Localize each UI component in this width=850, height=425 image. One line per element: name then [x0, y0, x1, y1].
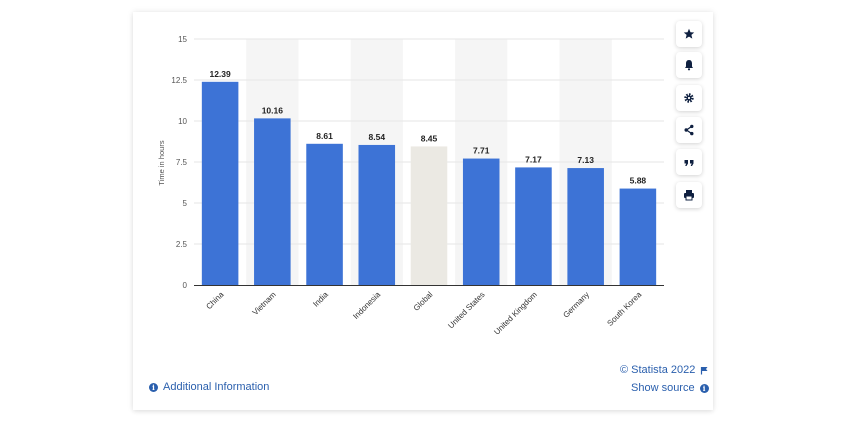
info-icon: i — [149, 382, 158, 392]
bar-germany[interactable] — [567, 168, 604, 285]
bar-vietnam[interactable] — [254, 118, 291, 285]
cite-button[interactable] — [676, 149, 702, 175]
y-tick-label: 12.5 — [171, 76, 187, 85]
value-label: 10.16 — [262, 105, 284, 115]
gear-icon — [684, 93, 694, 103]
bar-indonesia[interactable] — [358, 144, 396, 285]
show-source-label: Show source — [631, 382, 695, 394]
value-label: 8.61 — [316, 131, 333, 141]
favorite-button[interactable] — [676, 21, 702, 47]
bar-china[interactable] — [201, 81, 239, 285]
copyright-label: © Statista 2022 — [620, 364, 696, 376]
x-tick-label: South Korea — [605, 290, 643, 328]
print-button[interactable] — [676, 182, 702, 208]
share-button[interactable] — [676, 117, 702, 143]
settings-button[interactable] — [676, 85, 702, 111]
additional-information-link[interactable]: i Additional Information — [149, 381, 269, 393]
x-tick-label: Germany — [561, 290, 591, 320]
quote-icon — [684, 160, 694, 166]
x-tick-label: United Kingdom — [492, 290, 539, 337]
value-label: 7.13 — [577, 155, 594, 165]
notification-button[interactable] — [676, 52, 702, 78]
bar-united-states[interactable] — [462, 158, 500, 285]
y-tick-label: 0 — [183, 281, 188, 290]
info-icon: i — [699, 383, 709, 393]
x-tick-label: Indonesia — [351, 290, 382, 321]
y-tick-label: 5 — [183, 199, 188, 208]
statista-copyright-link[interactable]: © Statista 2022 — [620, 364, 709, 376]
value-label: 7.17 — [525, 154, 542, 164]
value-label: 8.45 — [421, 133, 438, 143]
print-icon — [684, 190, 694, 201]
show-source-link[interactable]: Show source i — [631, 382, 709, 394]
bell-icon — [685, 60, 693, 71]
y-axis-label: Time in hours — [157, 140, 166, 185]
bar-global[interactable] — [410, 146, 448, 285]
y-tick-label: 7.5 — [176, 158, 188, 167]
y-tick-label: 2.5 — [176, 240, 188, 249]
additional-information-label: Additional Information — [163, 381, 270, 393]
value-label: 7.71 — [473, 146, 490, 156]
flag-icon — [701, 366, 708, 374]
value-label: 8.54 — [369, 132, 386, 142]
bar-united-kingdom[interactable] — [515, 167, 552, 285]
x-tick-label: China — [204, 290, 226, 312]
x-tick-label: United States — [446, 290, 486, 330]
share-icon — [684, 124, 694, 136]
y-tick-label: 15 — [178, 35, 187, 44]
star-icon — [683, 28, 695, 39]
y-tick-label: 10 — [178, 117, 187, 126]
value-label: 12.39 — [209, 69, 231, 79]
value-label: 5.88 — [630, 176, 647, 186]
x-tick-label: India — [311, 290, 330, 309]
bar-india[interactable] — [306, 143, 343, 285]
x-tick-label: Vietnam — [251, 290, 278, 317]
bar-south-korea[interactable] — [619, 188, 657, 285]
x-tick-label: Global — [412, 290, 435, 313]
